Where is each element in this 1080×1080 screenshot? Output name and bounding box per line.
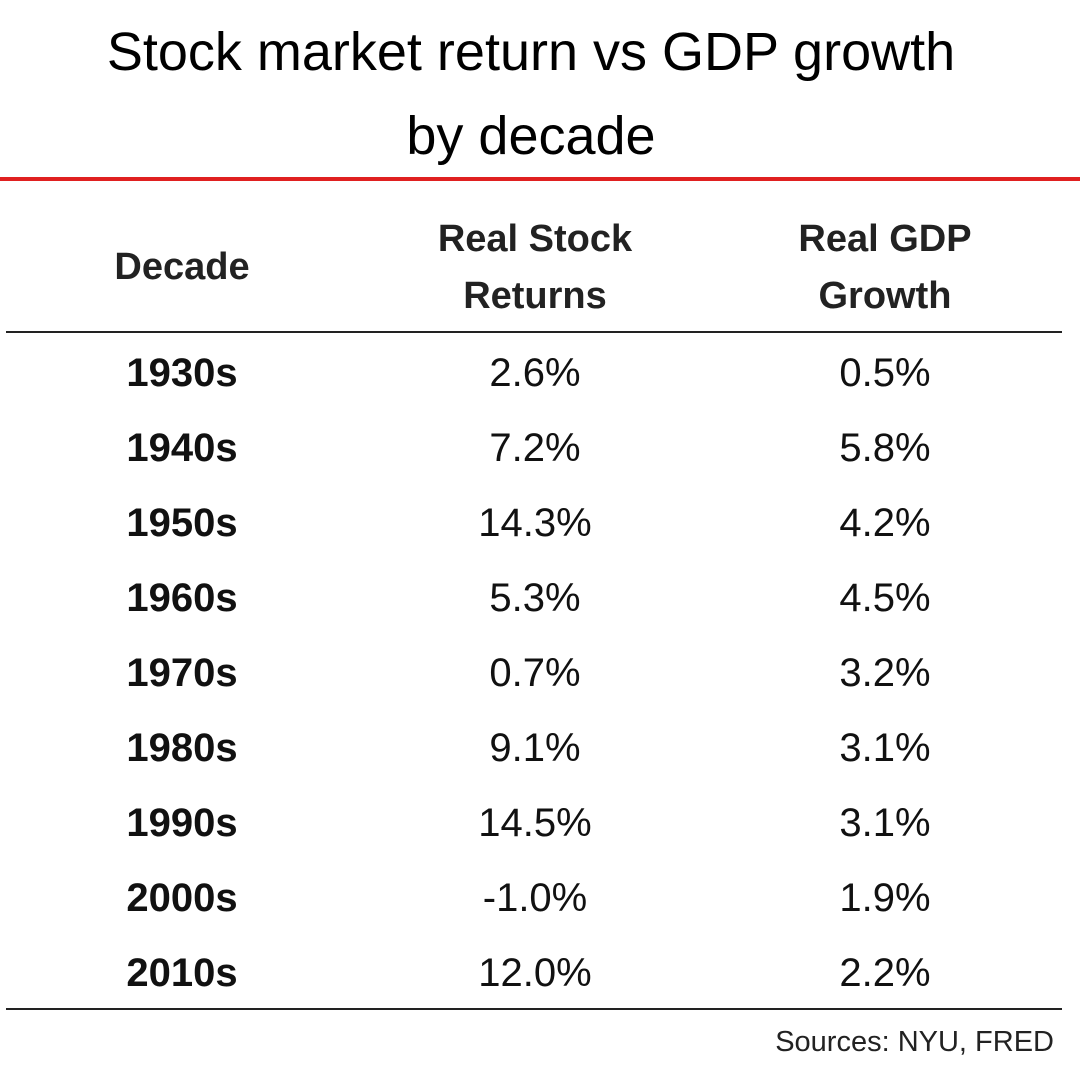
table-row: 1960s 5.3% 4.5% xyxy=(0,561,1080,636)
stock-return-cell: -1.0% xyxy=(482,876,588,920)
gdp-growth-cell: 1.9% xyxy=(839,876,931,920)
column-header-stock-line-2: Returns xyxy=(463,275,607,317)
decade-cell: 1940s xyxy=(126,426,238,470)
column-header-decade: Decade xyxy=(62,239,302,296)
decade-cell: 1990s xyxy=(126,801,238,845)
gdp-growth-cell: 3.1% xyxy=(839,801,931,845)
gdp-growth-cell: 4.2% xyxy=(839,501,931,545)
column-header-gdp-line-2: Growth xyxy=(818,275,952,317)
gdp-growth-cell: 0.5% xyxy=(839,351,931,395)
decade-cell: 1960s xyxy=(126,576,238,620)
gdp-growth-cell: 2.2% xyxy=(839,951,931,995)
table-row: 1980s 9.1% 3.1% xyxy=(0,711,1080,786)
gdp-growth-cell: 5.8% xyxy=(839,426,931,470)
decade-cell: 1950s xyxy=(126,501,238,545)
stock-return-cell: 2.6% xyxy=(489,351,581,395)
table-row: 1970s 0.7% 3.2% xyxy=(0,636,1080,711)
gdp-growth-cell: 3.1% xyxy=(839,726,931,770)
decade-cell: 1970s xyxy=(126,651,238,695)
stock-return-cell: 9.1% xyxy=(489,726,581,770)
table-bottom-divider xyxy=(6,1008,1062,1010)
stock-return-cell: 14.5% xyxy=(478,801,592,845)
stock-return-cell: 7.2% xyxy=(489,426,581,470)
column-header-gdp-growth: Real GDP Growth xyxy=(735,211,1035,325)
decade-cell: 1980s xyxy=(126,726,238,770)
column-header-stock-returns: Real Stock Returns xyxy=(385,211,685,325)
stock-return-cell: 0.7% xyxy=(489,651,581,695)
table-row: 1940s 7.2% 5.8% xyxy=(0,411,1080,486)
stock-return-cell: 14.3% xyxy=(478,501,592,545)
chart-title: Stock market return vs GDP growth by dec… xyxy=(0,10,1062,178)
header-divider xyxy=(6,331,1062,333)
stock-return-cell: 5.3% xyxy=(489,576,581,620)
stock-return-cell: 12.0% xyxy=(478,951,592,995)
column-header-decade-line-1: Decade xyxy=(114,246,250,288)
gdp-growth-cell: 4.5% xyxy=(839,576,931,620)
column-header-stock-line-1: Real Stock xyxy=(437,218,633,260)
table-row: 1950s 14.3% 4.2% xyxy=(0,486,1080,561)
gdp-growth-cell: 3.2% xyxy=(839,651,931,695)
decade-cell: 2000s xyxy=(126,876,238,920)
chart-title-line-1: Stock market return vs GDP growth xyxy=(106,22,956,82)
table-row: 1990s 14.5% 3.1% xyxy=(0,786,1080,861)
table-row: 2010s 12.0% 2.2% xyxy=(0,936,1080,1011)
chart-title-line-2: by decade xyxy=(406,106,656,166)
table-row: 1930s 2.6% 0.5% xyxy=(0,336,1080,411)
source-note: Sources: NYU, FRED xyxy=(775,1026,1054,1058)
table-row: 2000s -1.0% 1.9% xyxy=(0,861,1080,936)
column-header-gdp-line-1: Real GDP xyxy=(798,218,972,260)
decade-cell: 1930s xyxy=(126,351,238,395)
decade-cell: 2010s xyxy=(126,951,238,995)
title-divider xyxy=(0,177,1080,181)
